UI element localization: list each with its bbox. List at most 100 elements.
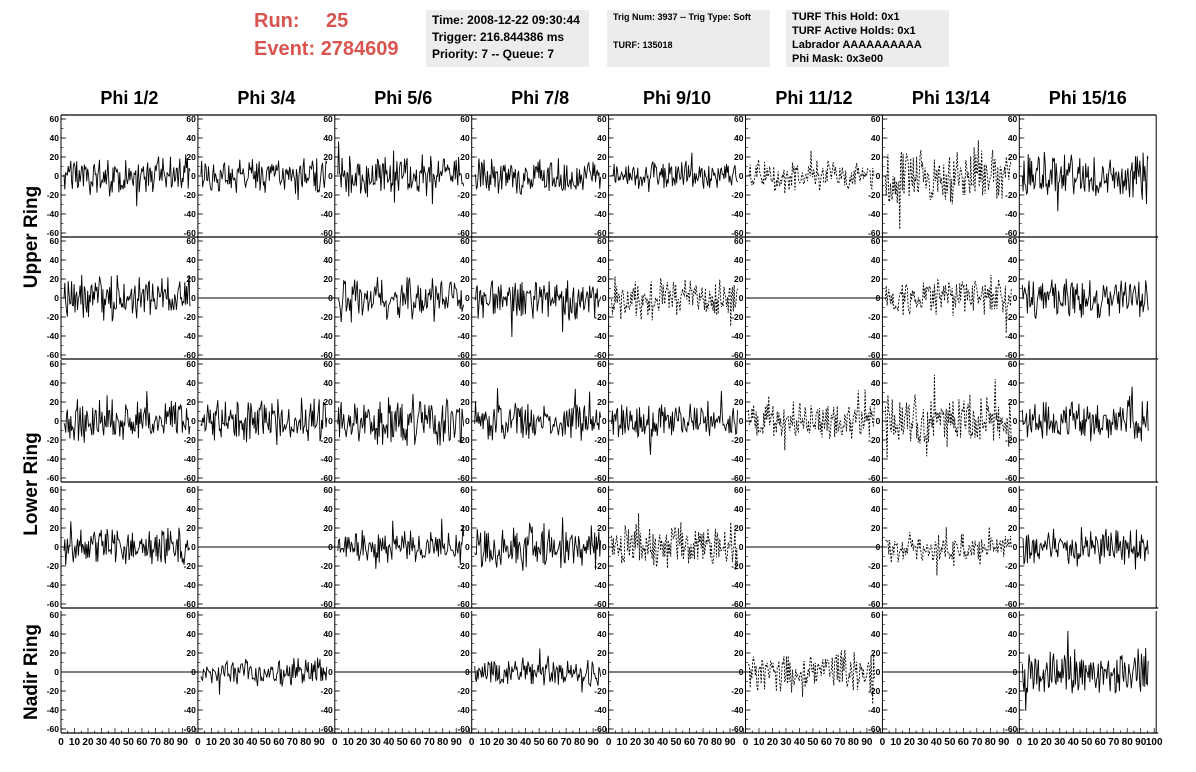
x-tick-label: 60 (136, 737, 148, 748)
y-tick-label: -20 (731, 686, 744, 696)
y-tick-label: 60 (186, 114, 196, 124)
x-tick-label: 80 (711, 737, 723, 748)
y-tick-label: -60 (1005, 724, 1018, 734)
y-tick-label: -40 (457, 331, 470, 341)
waveform-trace (63, 521, 191, 566)
y-tick-label: -60 (457, 473, 470, 483)
y-tick-label: 20 (460, 274, 470, 284)
event-value-text: 2784609 (320, 38, 399, 60)
y-tick-label: 40 (186, 504, 196, 514)
y-tick-label: 0 (328, 667, 333, 677)
y-tick-label: 0 (739, 416, 744, 426)
y-tick-label: -60 (868, 599, 881, 609)
x-tick-label: 40 (520, 737, 532, 748)
y-tick-label: 0 (328, 293, 333, 303)
x-tick-label: 10 (890, 737, 902, 748)
y-tick-label: -40 (184, 580, 197, 590)
y-tick-label: -20 (184, 435, 197, 445)
y-tick-label: 0 (739, 667, 744, 677)
ring-label: Upper Ring (21, 186, 42, 288)
y-tick-label: 20 (50, 523, 60, 533)
x-tick-label: 90 (998, 737, 1010, 748)
y-tick-label: -60 (321, 599, 334, 609)
y-tick-label: -40 (731, 454, 744, 464)
y-tick-label: -60 (321, 473, 334, 483)
y-tick-label: -20 (457, 435, 470, 445)
waveform-trace (337, 518, 465, 569)
ring-label: Nadir Ring (21, 624, 42, 720)
waveform-trace (611, 152, 738, 193)
x-tick-label: 40 (1068, 737, 1080, 748)
y-tick-label: -40 (868, 705, 881, 715)
y-tick-label: -60 (731, 350, 744, 360)
x-tick-label: 90 (1135, 737, 1147, 748)
y-tick-label: -40 (1005, 454, 1018, 464)
y-tick-label: 20 (871, 397, 881, 407)
y-tick-label: 0 (876, 416, 881, 426)
x-tick-label: 90 (314, 737, 326, 748)
column-title: Phi 13/14 (912, 88, 990, 108)
x-tick-label: 80 (848, 737, 860, 748)
y-tick-label: -60 (321, 724, 334, 734)
y-tick-label: -40 (47, 454, 60, 464)
y-tick-label: 0 (1013, 416, 1018, 426)
x-tick-label: 70 (561, 737, 573, 748)
y-tick-label: 0 (191, 667, 196, 677)
y-tick-label: -60 (1005, 350, 1018, 360)
y-tick-label: 40 (460, 629, 470, 639)
y-tick-label: 20 (734, 274, 744, 284)
y-tick-label: 0 (191, 293, 196, 303)
y-tick-label: 20 (871, 274, 881, 284)
ring-label: Lower Ring (21, 432, 42, 535)
y-tick-label: 60 (871, 610, 881, 620)
y-tick-label: -20 (1005, 686, 1018, 696)
y-tick-label: 20 (50, 274, 60, 284)
x-tick-label: 0 (469, 737, 475, 748)
y-tick-label: 40 (597, 629, 607, 639)
x-tick-label: 20 (630, 737, 642, 748)
y-tick-label: -20 (47, 561, 60, 571)
y-tick-label: -60 (321, 228, 334, 238)
y-tick-label: -20 (321, 435, 334, 445)
y-tick-label: 40 (50, 629, 60, 639)
y-tick-label: 40 (50, 378, 60, 388)
y-tick-label: -20 (594, 435, 607, 445)
y-tick-label: -20 (47, 435, 60, 445)
x-tick-label: 50 (123, 737, 135, 748)
y-tick-label: 40 (871, 255, 881, 265)
y-tick-label: -20 (731, 435, 744, 445)
y-tick-label: 20 (871, 152, 881, 162)
y-tick-label: -40 (47, 580, 60, 590)
waveform-trace (200, 158, 328, 201)
waveform-trace (337, 141, 465, 205)
y-tick-label: -60 (868, 724, 881, 734)
y-tick-label: 40 (734, 504, 744, 514)
y-tick-label: 20 (1008, 274, 1018, 284)
y-tick-label: -40 (47, 705, 60, 715)
y-tick-label: -60 (457, 228, 470, 238)
y-tick-label: 0 (739, 542, 744, 552)
y-tick-label: -20 (868, 435, 881, 445)
x-tick-label: 40 (657, 737, 669, 748)
y-tick-label: 60 (186, 485, 196, 495)
waveform-trace (474, 280, 602, 338)
y-tick-label: -40 (47, 209, 60, 219)
waveform-trace (1021, 278, 1149, 319)
y-tick-label: 20 (1008, 523, 1018, 533)
y-tick-label: 40 (871, 504, 881, 514)
y-tick-label: -60 (457, 599, 470, 609)
x-tick-label: 30 (917, 737, 929, 748)
waveform-trace (63, 274, 191, 322)
y-tick-label: 0 (602, 667, 607, 677)
y-tick-label: -60 (594, 599, 607, 609)
x-tick-label: 60 (821, 737, 833, 748)
y-tick-label: -20 (1005, 190, 1018, 200)
y-tick-label: 40 (186, 255, 196, 265)
y-tick-label: 40 (323, 629, 333, 639)
x-tick-label: 90 (861, 737, 873, 748)
y-tick-label: 20 (323, 152, 333, 162)
y-tick-label: 40 (460, 255, 470, 265)
x-tick-label: 20 (219, 737, 231, 748)
run-value-text: 25 (326, 10, 349, 32)
y-tick-label: 40 (734, 378, 744, 388)
